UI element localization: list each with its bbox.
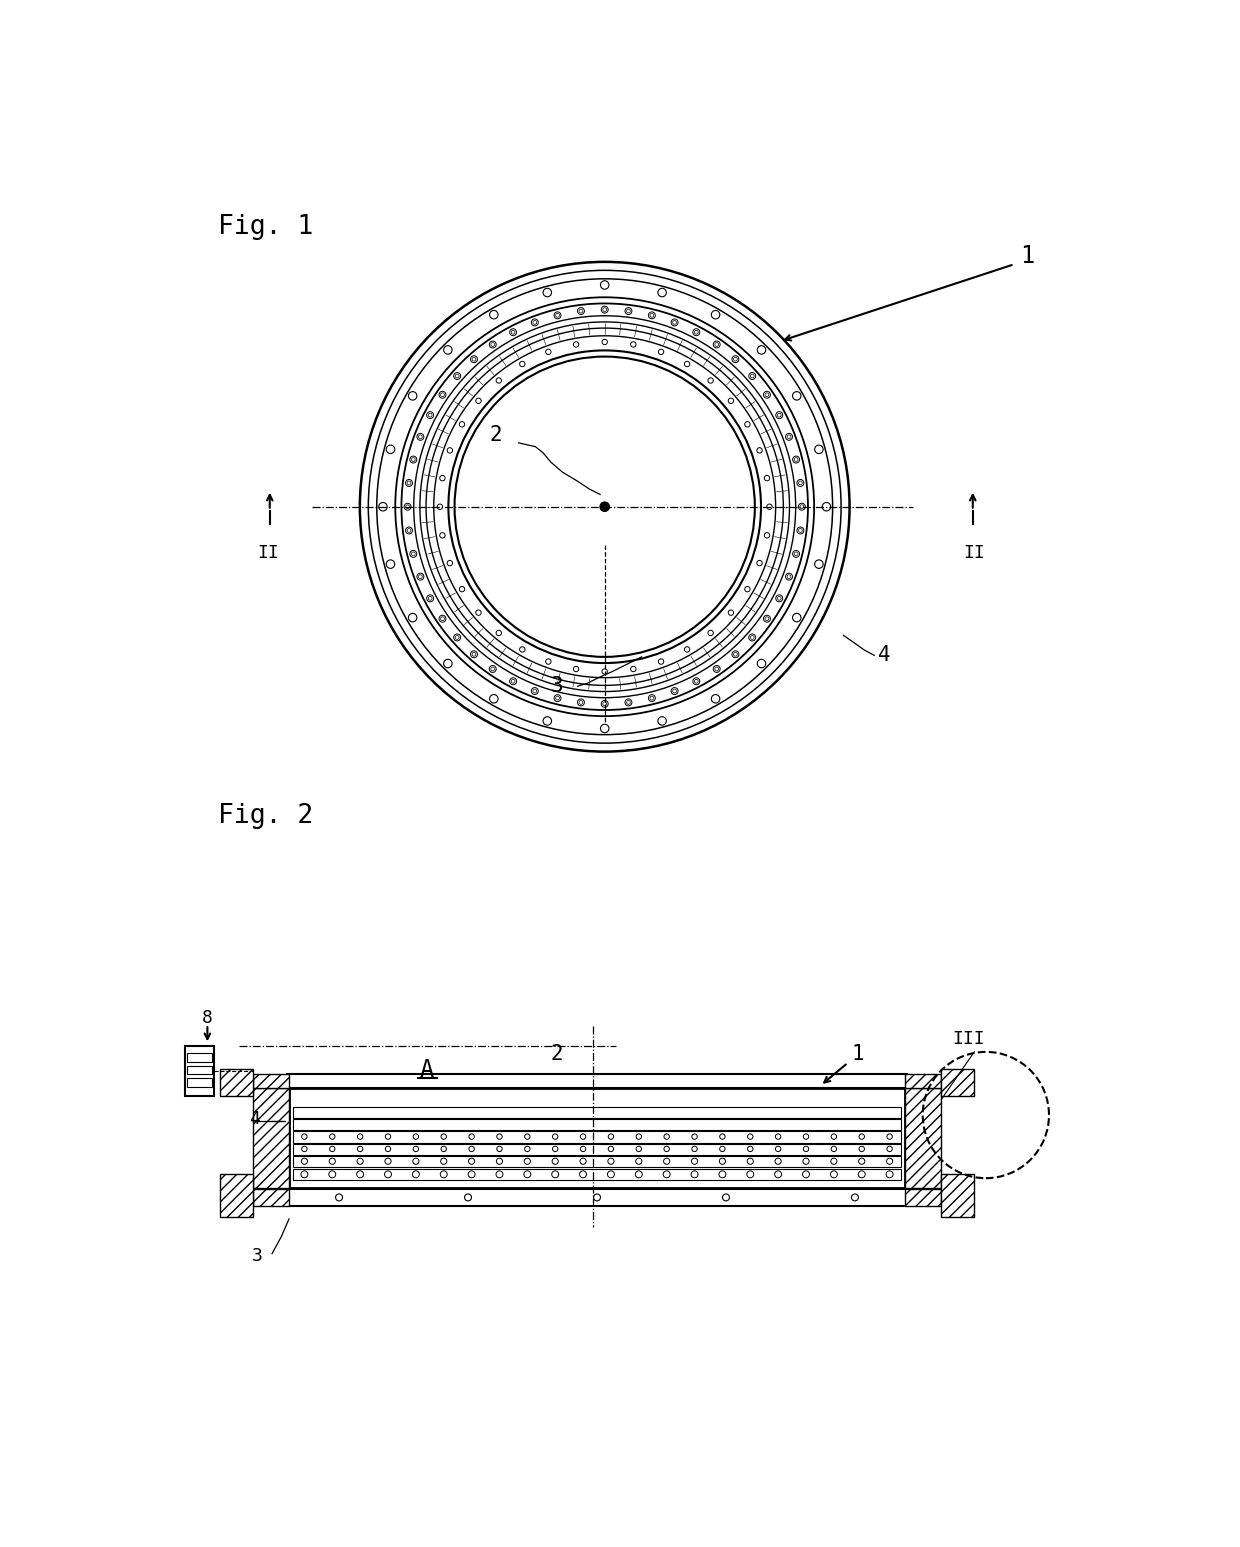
Bar	[253, 1074, 289, 1088]
Bar	[187, 1054, 212, 1061]
Text: Fig. 1: Fig. 1	[218, 213, 314, 240]
Bar	[187, 1078, 212, 1086]
Text: 1: 1	[1021, 244, 1034, 269]
Text: 3: 3	[551, 676, 563, 696]
Bar	[253, 1088, 289, 1188]
Bar	[293, 1156, 901, 1168]
Bar	[289, 1088, 905, 1188]
Text: III: III	[952, 1030, 986, 1049]
Bar	[293, 1131, 901, 1143]
Bar	[293, 1118, 901, 1131]
Text: 4: 4	[249, 1111, 260, 1128]
Text: II: II	[258, 543, 279, 562]
Bar	[905, 1088, 941, 1188]
Bar	[187, 1066, 212, 1074]
Text: 8: 8	[202, 1009, 213, 1027]
Bar	[219, 1174, 253, 1216]
Bar	[293, 1106, 901, 1118]
Bar	[941, 1174, 975, 1216]
Text: 2: 2	[490, 425, 502, 446]
Bar	[293, 1143, 901, 1156]
Text: Fig. 2: Fig. 2	[218, 803, 314, 829]
Text: 3: 3	[252, 1247, 263, 1265]
Bar	[185, 1046, 215, 1095]
Text: 4: 4	[878, 645, 890, 665]
Bar	[293, 1170, 901, 1180]
Bar	[219, 1069, 253, 1095]
Bar	[253, 1190, 289, 1207]
Circle shape	[600, 503, 609, 512]
Text: A: A	[420, 1058, 434, 1081]
Text: II: II	[963, 543, 985, 562]
Bar	[286, 1190, 908, 1207]
Bar	[286, 1074, 908, 1088]
Text: 2: 2	[551, 1044, 563, 1064]
Text: 1: 1	[851, 1044, 864, 1064]
Bar	[905, 1190, 941, 1207]
Bar	[905, 1074, 941, 1088]
Bar	[941, 1069, 975, 1095]
